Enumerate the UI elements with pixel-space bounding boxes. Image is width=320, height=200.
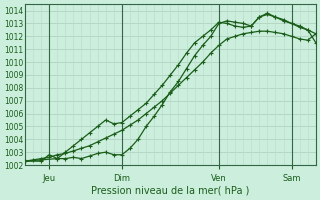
X-axis label: Pression niveau de la mer( hPa ): Pression niveau de la mer( hPa ) [91,186,250,196]
